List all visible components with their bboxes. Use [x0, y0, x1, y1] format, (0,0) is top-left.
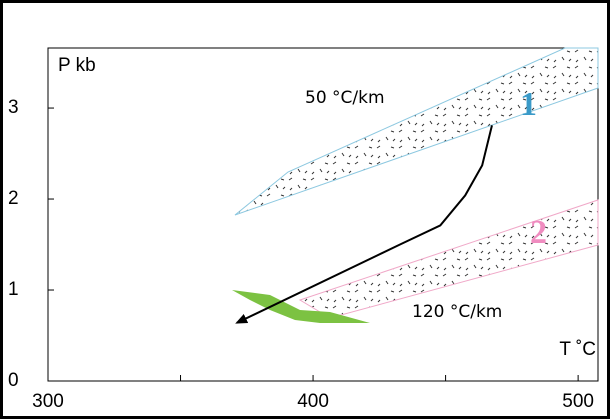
y-tick-label: 0 [8, 370, 19, 391]
x-tick-label: 400 [297, 391, 329, 412]
band-label: 2 [530, 214, 547, 251]
pt-path [235, 125, 493, 324]
annotation: 120 °C/km [412, 302, 502, 322]
x-tick-label: 500 [562, 391, 594, 412]
y-tick-label: 2 [8, 188, 19, 209]
band-1 [234, 47, 599, 216]
y-tick-label: 3 [8, 97, 19, 118]
annotation: 50 °C/km [305, 88, 385, 108]
x-axis-label: T ˚C [559, 339, 596, 360]
green-field [232, 290, 370, 323]
y-tick-label: 1 [8, 279, 19, 300]
x-tick-label: 300 [32, 391, 64, 412]
y-axis-label: P kb [58, 55, 96, 76]
band-label: 1 [520, 86, 537, 123]
